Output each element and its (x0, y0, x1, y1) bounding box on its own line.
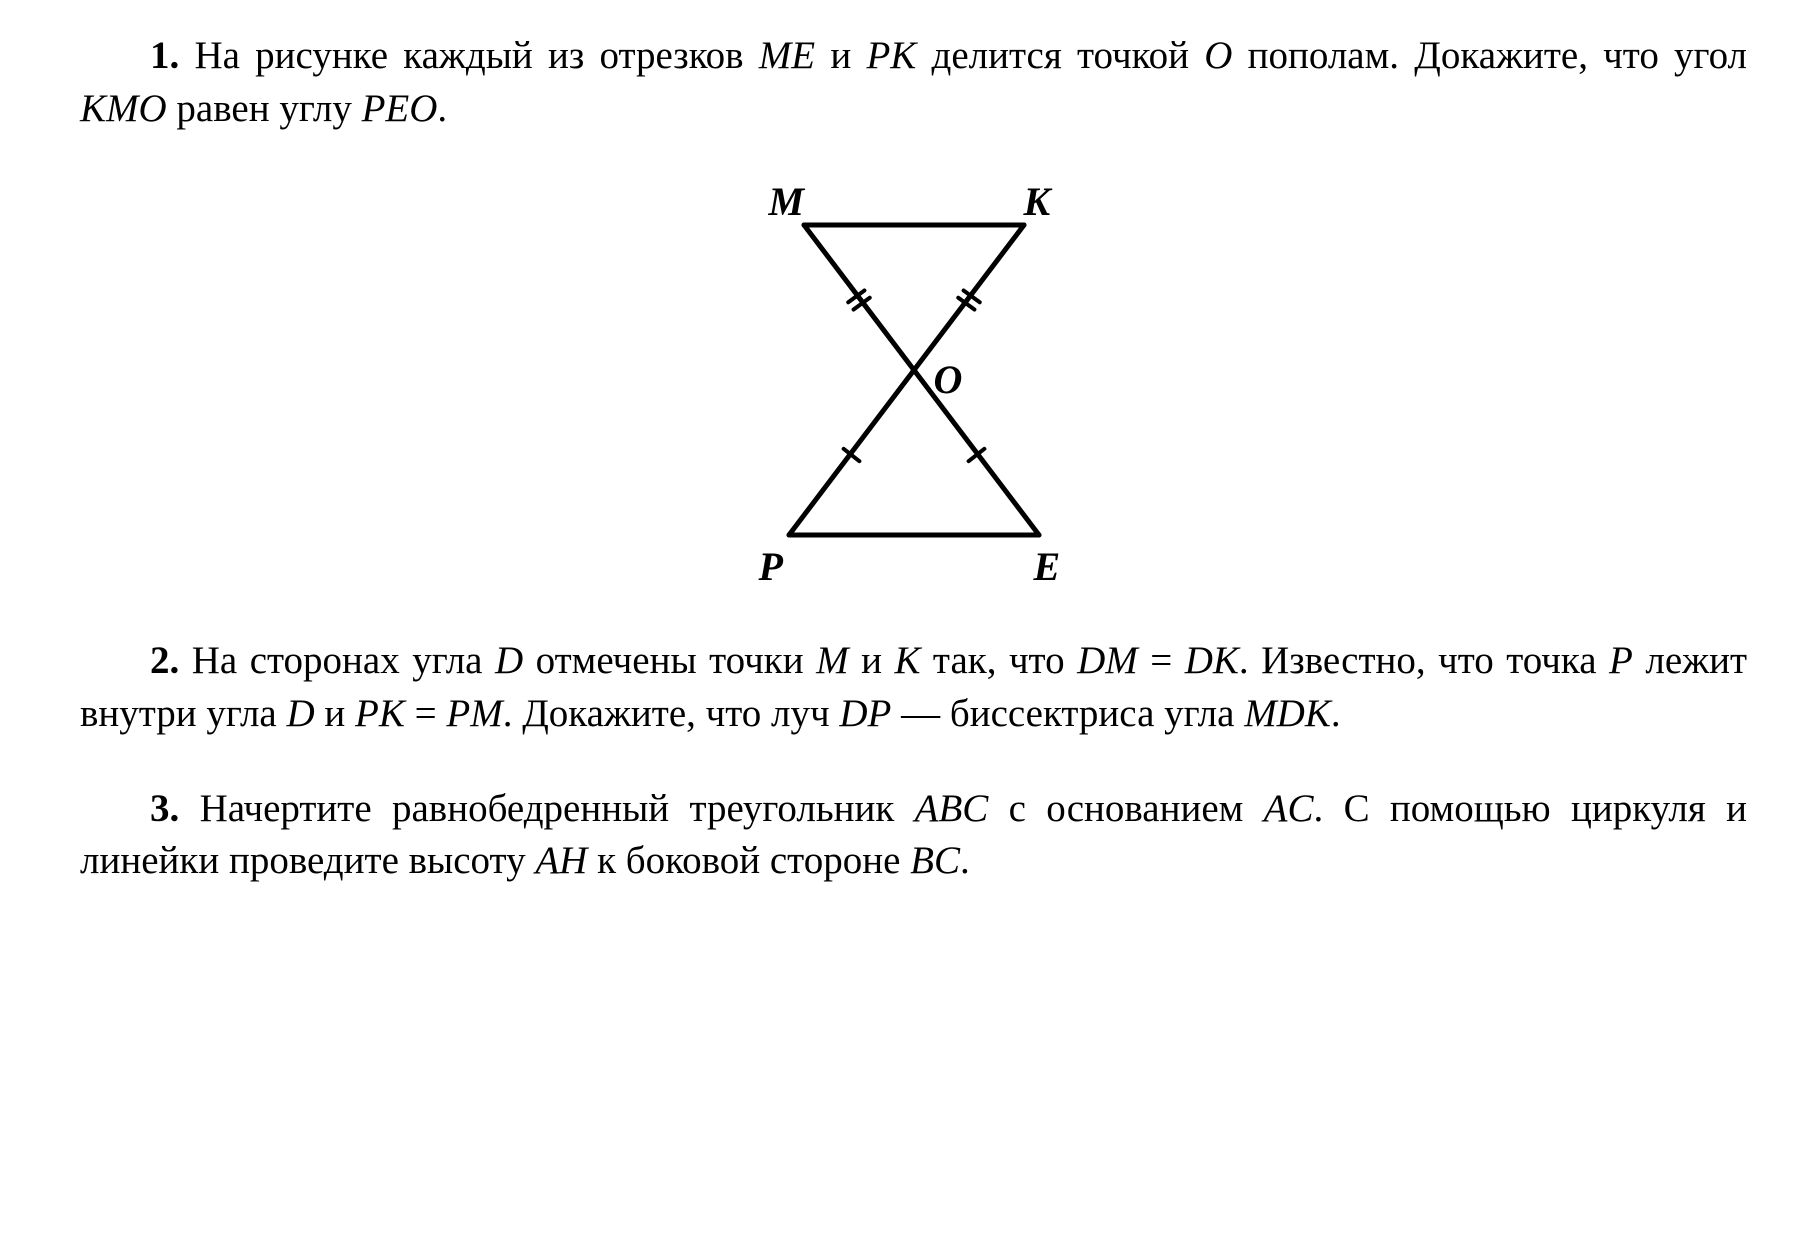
problem-2-var-D1: D (495, 639, 523, 682)
problem-1-text-1: На рисунке каждый из отрезков (194, 34, 758, 77)
problem-1-text-5: пополам. Докажите, что угол (1232, 34, 1747, 77)
problem-1-number: 1. (150, 34, 179, 77)
figure-label-E: E (1034, 540, 1061, 594)
problem-2-var-M: M (816, 639, 849, 682)
problem-2-var-PK: PK (355, 692, 405, 735)
problem-2-text-8: ла (240, 692, 287, 735)
problem-2-var-DK: DK (1185, 639, 1239, 682)
problem-2-var-D2: D (286, 692, 314, 735)
problem-1-text-4: кой (1132, 34, 1205, 77)
problem-2-var-DM: DM (1077, 639, 1138, 682)
problem-2-text-13: . (1331, 692, 1341, 735)
problem-1-text-2: и (815, 34, 866, 77)
problem-2-text-6: . Известно, что точка (1239, 639, 1609, 682)
spacer (80, 753, 1747, 783)
problem-1-var-PEO: PEO (362, 87, 438, 130)
problem-3-text-3: нованием (1084, 787, 1264, 830)
problem-3-number: 3. (150, 787, 179, 830)
problem-2-var-PM: PM (446, 692, 502, 735)
problem-1-text-7: . (437, 87, 447, 130)
problem-2-text-12: — биссектриса угла (891, 692, 1244, 735)
problem-3-text-5: к боковой стороне (587, 839, 910, 882)
figure-1-svg (694, 165, 1134, 585)
problem-2-text-3: и (849, 639, 895, 682)
problem-2-var-DP: DP (839, 692, 891, 735)
problem-2-var-K: K (894, 639, 920, 682)
problem-2-text-11: . Докажите, что луч (503, 692, 840, 735)
problem-1-text-3: делится точ (916, 34, 1131, 77)
problem-1-text-6: равен углу (167, 87, 362, 130)
figure-label-M: M (769, 175, 805, 229)
problem-2-text-9: и (315, 692, 355, 735)
problem-1-var-ME: ME (759, 34, 815, 77)
figure-label-P: P (759, 540, 783, 594)
problem-3-text-2: с ос (988, 787, 1084, 830)
figure-1: M K O P E (694, 165, 1134, 585)
problem-3-var-ABC: ABC (915, 787, 989, 830)
problem-2-text-2: отмечены точки (523, 639, 816, 682)
figure-1-wrap: M K O P E (80, 165, 1747, 585)
problem-1-var-KMO: KMO (80, 87, 167, 130)
problem-2-text-4: так, что (920, 639, 1077, 682)
problem-3-text-6: . (960, 839, 970, 882)
problem-2-text-10: = (405, 692, 447, 735)
problem-3-var-AH: AH (535, 839, 587, 882)
problem-1-var-PK: PK (866, 34, 916, 77)
problem-3: 3. Начертите равнобедренный треугольник … (80, 783, 1747, 888)
problem-2: 2. На сторонах угла D отмечены точки M и… (80, 635, 1747, 740)
figure-label-K: K (1024, 175, 1051, 229)
problem-1: 1. На рисунке каждый из отрезков ME и PK… (80, 30, 1747, 135)
problem-2-var-MDK: MDK (1244, 692, 1331, 735)
problem-2-var-P: P (1609, 639, 1633, 682)
problem-3-var-BC: BC (910, 839, 960, 882)
problem-3-var-AC: AC (1264, 787, 1314, 830)
problem-2-text-1: На сторонах угла (179, 639, 495, 682)
problem-1-var-O: O (1204, 34, 1232, 77)
problem-3-text-1: Начертите равнобедренный треугольник (179, 787, 914, 830)
problem-2-text-5: = (1138, 639, 1185, 682)
problem-2-number: 2. (150, 639, 179, 682)
figure-label-O: O (934, 353, 963, 407)
